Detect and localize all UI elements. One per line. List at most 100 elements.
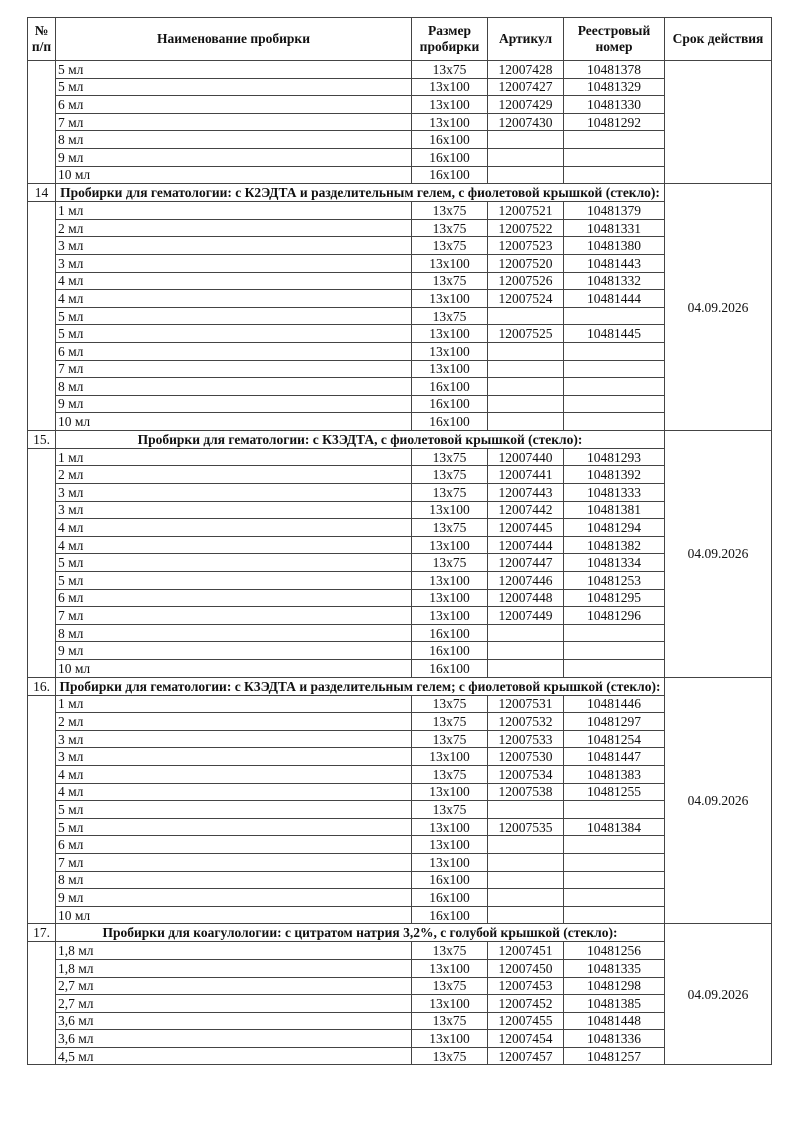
tube-size: 13x100 [411,77,488,97]
table-row: 5 мл 13x75 [28,800,772,819]
article-number [487,623,564,643]
tube-size: 13x75 [411,218,488,238]
article-number: 12007445 [487,518,564,537]
tube-volume: 3 мл [55,500,412,520]
tube-volume: 1,8 мл [55,941,412,960]
tube-volume: 7 мл [55,112,412,132]
registry-number: 10481298 [563,976,665,996]
registry-number: 10481335 [563,958,665,978]
group-title: Пробирки для гематологии: с К3ЭДТА и раз… [55,676,665,696]
registry-number: 10481380 [563,236,665,255]
tube-volume: 5 мл [55,306,412,326]
tube-volume: 3,6 мл [55,1011,412,1031]
tube-volume: 10 мл [55,165,412,185]
tube-size: 13x100 [411,994,488,1013]
group-header-row: 16. Пробирки для гематологии: с К3ЭДТА и … [27,676,772,925]
group-title: Пробирки для гематологии: с К3ЭДТА, с фи… [55,429,665,449]
tube-size: 13x75 [411,518,488,537]
group-number-blank [27,59,56,185]
article-number [487,147,564,167]
table-row: 3 мл 13x75 12007523 10481380 [28,236,772,255]
article-number: 12007427 [487,77,564,97]
table-row: 8 мл 16x100 [28,377,772,396]
article-number [487,412,564,431]
table-row: 3 мл 13x100 12007530 10481447 [28,747,772,766]
tube-size: 13x75 [411,764,488,784]
article-number [487,659,564,678]
table-row: 3 мл 13x75 12007443 10481333 [28,483,772,502]
tube-volume: 9 мл [55,394,412,414]
registry-number [563,659,665,678]
article-number: 12007525 [487,324,564,343]
tube-volume: 6 мл [55,341,412,361]
registry-number: 10481253 [563,571,665,590]
table-body: 5 мл 13x75 12007428 10481378 5 мл 13x100 12007… [27,59,772,1066]
article-number [487,306,564,326]
tube-size: 16x100 [411,412,488,431]
registry-number: 10481383 [563,764,665,784]
registry-number [563,377,665,396]
table-row: 10 мл 16x100 [28,905,772,925]
article-number: 12007457 [487,1046,564,1066]
tube-size: 13x100 [411,571,488,590]
registry-number: 10481331 [563,218,665,238]
article-number: 12007444 [487,535,564,555]
table-row: 5 мл 13x100 12007525 10481445 [28,324,772,343]
table-row: 1,8 мл 13x75 12007451 10481256 [27,941,772,1066]
tube-size: 13x75 [411,201,488,220]
article-number: 12007526 [487,271,564,291]
tube-size: 13x100 [411,817,488,837]
tube-volume: 6 мл [55,835,412,854]
tube-size: 13x75 [411,712,488,731]
tube-volume: 1 мл [55,694,412,714]
tube-volume: 4,5 мл [55,1046,412,1066]
registry-number [563,800,665,819]
tube-volume: 5 мл [55,800,412,819]
article-number [487,359,564,379]
table-row: 1 мл 13x75 12007521 10481379 [27,201,772,431]
tube-size: 13x75 [411,465,488,485]
registry-number [563,394,665,414]
tube-volume: 4 мл [55,289,412,308]
expiry-date: 04.09.2026 [664,676,772,925]
tube-size: 13x75 [411,1046,488,1066]
table-header-row: № п/п Наименование пробирки Размер проби… [27,17,772,61]
table-row: 10 мл 16x100 [28,412,772,431]
table-row: 8 мл 16x100 [28,130,772,149]
table-row: 1 мл 13x75 12007531 10481446 [27,694,772,925]
registry-number: 10481254 [563,729,665,749]
table-row: 6 мл 13x100 12007448 10481295 [28,588,772,608]
tube-size: 13x75 [411,694,488,714]
article-number [487,165,564,185]
group-title: Пробирки для коагулологии: с цитратом на… [55,923,665,943]
tube-size: 13x75 [411,60,488,79]
registry-number: 10481336 [563,1029,665,1048]
tube-size: 13x75 [411,553,488,573]
table-row: 10 мл 16x100 [28,165,772,185]
article-number: 12007454 [487,1029,564,1048]
tube-size: 13x100 [411,747,488,766]
tube-size: 13x75 [411,447,488,467]
expiry-date [664,59,772,185]
tube-volume: 4 мл [55,271,412,291]
tube-volume: 9 мл [55,147,412,167]
table-row: 9 мл 16x100 [28,641,772,660]
registry-number [563,147,665,167]
registry-number [563,641,665,660]
tube-volume: 8 мл [55,623,412,643]
tube-volume: 7 мл [55,852,412,872]
table-row: 4 мл 13x75 12007534 10481383 [28,764,772,784]
table-row: 8 мл 16x100 [28,623,772,643]
registry-number: 10481257 [563,1046,665,1066]
article-number: 12007440 [487,447,564,467]
group-number: 14 [27,183,56,203]
tube-size: 13x75 [411,1011,488,1031]
tube-volume: 5 мл [55,324,412,343]
article-number: 12007534 [487,764,564,784]
tube-size: 13x100 [411,535,488,555]
article-number: 12007450 [487,958,564,978]
table-row: 5 мл 13x75 12007428 10481378 [27,59,772,185]
table-row: 9 мл 16x100 [28,394,772,414]
table-row: 5 мл 13x100 12007427 10481329 [28,77,772,97]
registry-number [563,888,665,907]
